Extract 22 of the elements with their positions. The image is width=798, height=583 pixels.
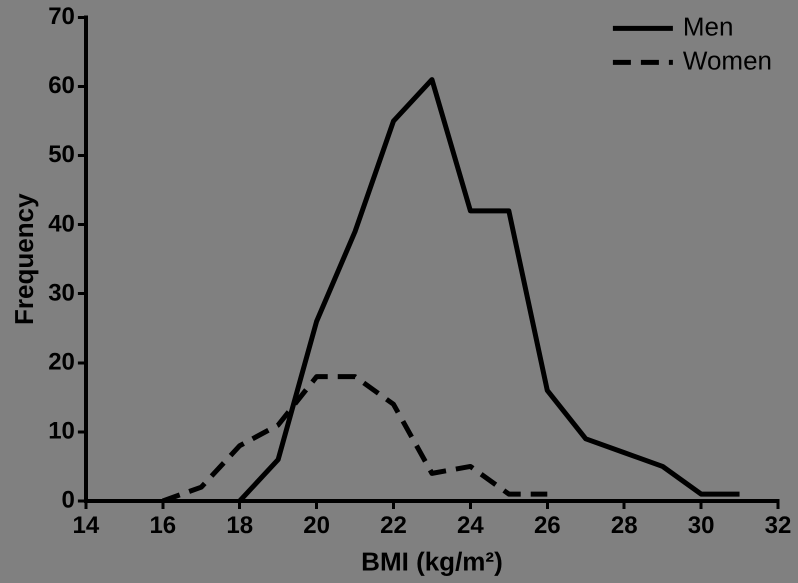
y-tick-label: 30 [48,279,75,306]
x-tick-label: 32 [764,512,792,540]
x-tick-label: 30 [688,512,714,540]
x-tick-label: 24 [457,512,484,540]
x-tick-label: 16 [149,512,176,540]
y-tick-label: 0 [62,486,75,514]
y-tick-label: 40 [48,210,75,238]
x-axis-title: BMI (kg/m²) [361,546,503,577]
legend-label: Women [682,46,772,76]
y-tick-label: 20 [48,348,75,376]
y-tick-label: 50 [48,141,75,168]
x-tick-label: 22 [380,512,407,540]
x-tick-label: 26 [534,512,561,540]
y-axis-title: Frequency [8,192,39,325]
y-tick-label: 10 [48,418,75,445]
x-tick-label: 20 [303,512,330,540]
y-tick-label: 60 [48,72,75,100]
x-tick-label: 14 [72,512,100,540]
x-tick-label: 18 [226,512,254,540]
legend-label: Men [682,12,734,42]
y-tick-label: 70 [48,3,75,30]
x-tick-label: 28 [610,512,638,540]
